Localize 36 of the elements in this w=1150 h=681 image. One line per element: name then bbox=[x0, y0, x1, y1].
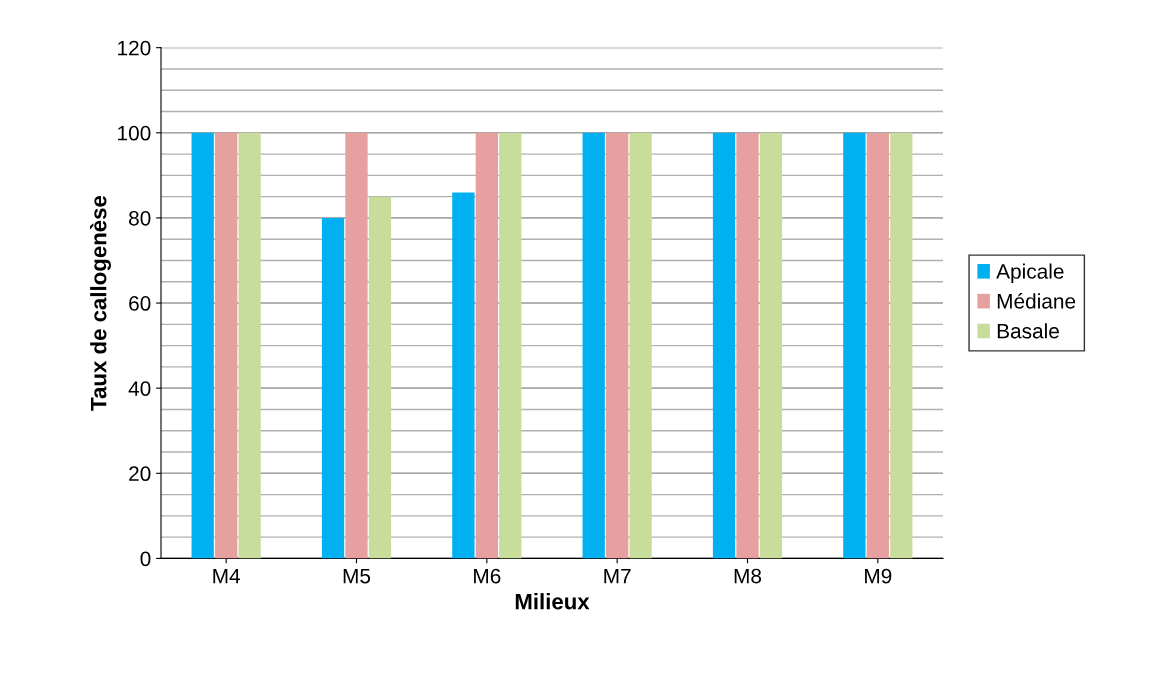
bar bbox=[890, 132, 913, 559]
bar bbox=[368, 196, 392, 559]
x-tick-label: M6 bbox=[474, 568, 501, 584]
bar bbox=[215, 132, 238, 559]
y-tick-label: 40 bbox=[128, 381, 151, 396]
y-tick-label: 60 bbox=[129, 296, 151, 311]
y-tick-label: 120 bbox=[118, 40, 151, 56]
bar bbox=[475, 132, 498, 559]
bar bbox=[452, 192, 475, 559]
bar bbox=[321, 217, 345, 559]
y-tick-label: 0 bbox=[140, 551, 151, 567]
y-tick-label: 80 bbox=[129, 210, 151, 226]
bar bbox=[759, 132, 783, 559]
bar bbox=[345, 132, 368, 559]
legend-label: Basale bbox=[997, 323, 1059, 339]
bar bbox=[606, 132, 629, 559]
bar bbox=[629, 132, 652, 559]
x-tick-label: M4 bbox=[213, 568, 241, 584]
bar bbox=[866, 132, 889, 559]
x-tick-label: M9 bbox=[865, 568, 892, 584]
y-tick-label: 100 bbox=[118, 125, 151, 141]
bar bbox=[499, 132, 522, 559]
y-axis-title: Taux de callogenèse bbox=[89, 195, 111, 411]
bar bbox=[582, 132, 605, 559]
bar bbox=[736, 132, 759, 559]
x-tick-label: M7 bbox=[604, 568, 631, 584]
bar bbox=[191, 132, 214, 559]
x-axis-title: Milieux bbox=[515, 593, 590, 610]
x-tick-label: M5 bbox=[343, 568, 371, 584]
legend-label: Médiane bbox=[997, 293, 1076, 309]
y-tick-label: 20 bbox=[129, 466, 151, 482]
bar bbox=[712, 132, 736, 559]
x-tick-label: M8 bbox=[734, 568, 762, 584]
legend-label: Apicale bbox=[996, 263, 1064, 283]
bar bbox=[843, 132, 866, 559]
bar bbox=[238, 132, 261, 559]
